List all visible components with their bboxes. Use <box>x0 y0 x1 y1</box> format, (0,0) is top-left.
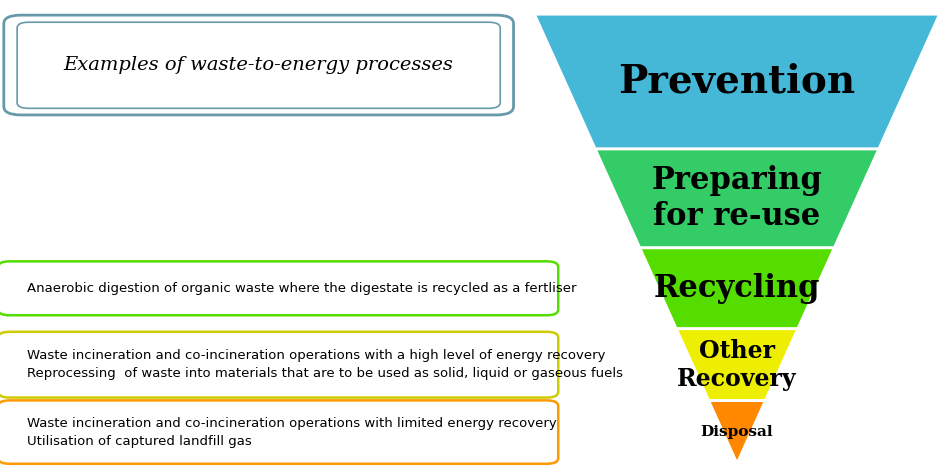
Text: Examples of waste-to-energy processes: Examples of waste-to-energy processes <box>64 56 454 74</box>
Polygon shape <box>595 149 879 248</box>
Text: Recycling: Recycling <box>653 273 821 304</box>
FancyBboxPatch shape <box>0 261 558 315</box>
FancyBboxPatch shape <box>0 332 558 397</box>
Text: Waste incineration and co-incineration operations with limited energy recovery
U: Waste incineration and co-incineration o… <box>27 417 556 447</box>
Polygon shape <box>534 14 940 149</box>
FancyBboxPatch shape <box>17 22 500 108</box>
Text: Anaerobic digestion of organic waste where the digestate is recycled as a fertli: Anaerobic digestion of organic waste whe… <box>27 282 576 295</box>
Text: Prevention: Prevention <box>618 62 856 101</box>
Text: Other
Recovery: Other Recovery <box>677 339 797 391</box>
FancyBboxPatch shape <box>0 400 558 464</box>
Text: Disposal: Disposal <box>701 425 773 439</box>
FancyBboxPatch shape <box>4 15 514 115</box>
Polygon shape <box>708 401 766 464</box>
Text: Preparing
for re-use: Preparing for re-use <box>651 165 823 232</box>
Polygon shape <box>640 248 834 329</box>
Text: Waste incineration and co-incineration operations with a high level of energy re: Waste incineration and co-incineration o… <box>27 349 623 380</box>
Polygon shape <box>676 329 798 401</box>
